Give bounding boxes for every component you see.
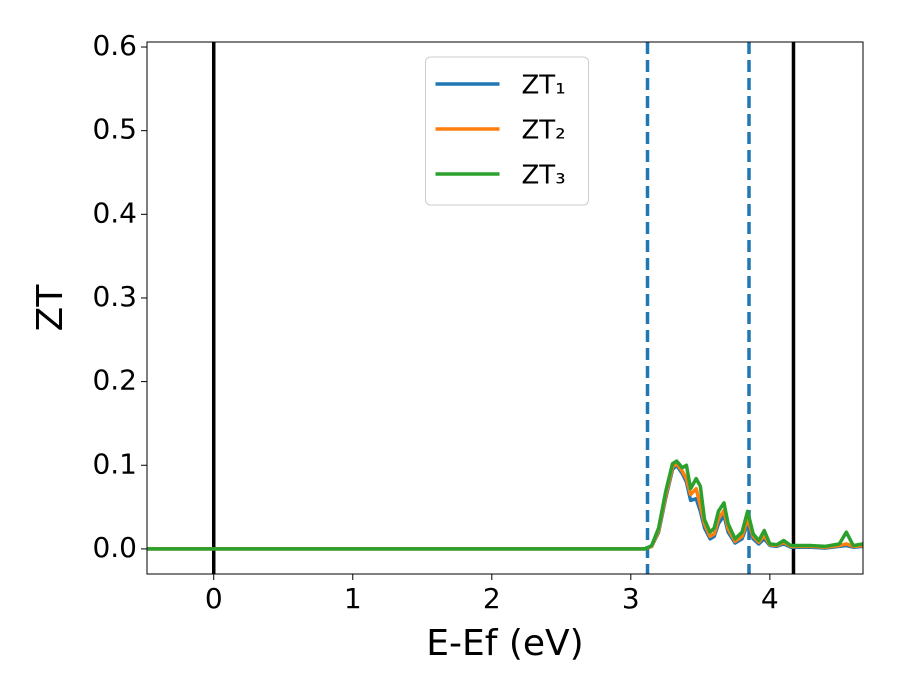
plot-frame: [146, 41, 864, 575]
y-tick-label: 0.0: [92, 531, 137, 564]
x-tick-label: 1: [344, 582, 362, 615]
legend-label: ZT₁: [522, 71, 566, 101]
y-tick-label: 0.2: [92, 364, 137, 397]
y-tick-label: 0.5: [92, 113, 137, 146]
x-axis-label: E-Ef (eV): [426, 623, 583, 664]
y-tick-label: 0.3: [92, 280, 137, 313]
x-tick-label: 2: [483, 582, 501, 615]
y-tick-label: 0.6: [92, 29, 137, 62]
x-tick-label: 0: [205, 582, 223, 615]
x-tick-label: 4: [761, 582, 779, 615]
legend-label: ZT₃: [522, 161, 566, 191]
legend-box: [425, 56, 589, 206]
y-tick-label: 0.1: [92, 447, 137, 480]
legend-label: ZT₂: [522, 116, 566, 146]
x-tick-label: 3: [622, 582, 640, 615]
y-tick-label: 0.4: [92, 196, 137, 229]
series-line: [147, 459, 863, 551]
y-axis-label: ZT: [30, 284, 71, 332]
